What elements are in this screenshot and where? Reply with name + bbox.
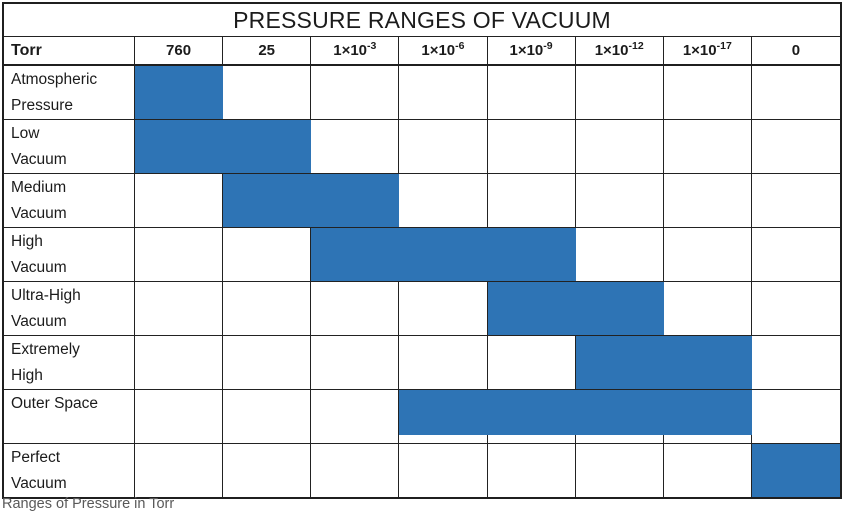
grid-cell xyxy=(135,174,224,227)
grid-cell xyxy=(664,228,752,281)
grid-cell xyxy=(664,174,752,227)
range-bar xyxy=(575,336,752,389)
grid-cell xyxy=(223,336,312,389)
grid-cell xyxy=(311,282,400,335)
grid-cell xyxy=(752,282,840,335)
row-label: High Vacuum xyxy=(4,228,135,281)
exponent: -6 xyxy=(455,39,465,52)
header-cell-25: 25 xyxy=(223,37,312,64)
grid-cell xyxy=(311,66,400,119)
range-bar xyxy=(135,66,224,119)
grid-cell xyxy=(664,66,752,119)
header-cell-1e-9: 1×10 -9 xyxy=(488,37,576,64)
header-cell-0: 0 xyxy=(791,42,801,59)
exponent: -17 xyxy=(716,39,732,52)
grid-cell xyxy=(399,66,488,119)
range-bar xyxy=(487,282,664,335)
grid-cell xyxy=(488,336,576,389)
grid-cell xyxy=(576,174,664,227)
table-body: Atmospheric Pressure Low Vacuum Medium V… xyxy=(4,66,840,497)
range-bar xyxy=(311,228,576,281)
grid-cell xyxy=(664,120,752,173)
grid-cell xyxy=(399,120,488,173)
grid-cell xyxy=(399,336,488,389)
header-cell-1e-3: 1×10 -3 xyxy=(311,37,400,64)
grid-cell xyxy=(752,390,840,443)
table-row-low-vacuum: Low Vacuum xyxy=(4,119,840,173)
row-label: Low Vacuum xyxy=(4,120,135,173)
grid-cell xyxy=(135,444,224,497)
grid-cell xyxy=(488,120,576,173)
grid-cell xyxy=(752,336,840,389)
table-row-ultra-high-vacuum: Ultra-High Vacuum xyxy=(4,281,840,335)
header-cell-1e-17: 1×10 -17 xyxy=(664,37,752,64)
grid-cell xyxy=(223,444,312,497)
header-cell-760: 760 xyxy=(135,37,224,64)
grid-cell xyxy=(223,228,312,281)
table-row-perfect-vacuum: Perfect Vacuum xyxy=(4,443,840,497)
grid-cell xyxy=(576,228,664,281)
row-label: Outer Space xyxy=(4,390,135,443)
grid-cell xyxy=(223,66,312,119)
range-bar xyxy=(399,390,752,435)
row-label: Perfect Vacuum xyxy=(4,444,135,497)
exponent: -12 xyxy=(628,39,644,52)
table-row-outer-space: Outer Space xyxy=(4,389,840,443)
grid-cell xyxy=(576,444,664,497)
range-bar xyxy=(135,120,312,173)
grid-cell xyxy=(752,228,840,281)
grid-cell xyxy=(664,444,752,497)
grid-cell xyxy=(752,120,840,173)
range-bar xyxy=(223,174,400,227)
grid-cell xyxy=(752,174,840,227)
grid-cell xyxy=(399,444,488,497)
table-row-medium-vacuum: Medium Vacuum xyxy=(4,173,840,227)
header-cell-torr: Torr xyxy=(4,37,135,64)
header-cell-1e-12: 1×10 -12 xyxy=(576,37,664,64)
grid-cell xyxy=(135,228,224,281)
row-label: Ultra-High Vacuum xyxy=(4,282,135,335)
vacuum-ranges-table: PRESSURE RANGES OF VACUUM Torr 760 25 1×… xyxy=(2,2,842,499)
exponent: -9 xyxy=(543,39,553,52)
grid-cell xyxy=(399,282,488,335)
grid-cell xyxy=(135,336,224,389)
exponent: -3 xyxy=(367,39,377,52)
grid-cell xyxy=(311,120,400,173)
row-label: Atmospheric Pressure xyxy=(4,66,135,119)
grid-cell xyxy=(311,336,400,389)
grid-cell xyxy=(311,444,400,497)
caption: Ranges of Pressure in Torr xyxy=(2,496,175,512)
chart-title: PRESSURE RANGES OF VACUUM xyxy=(4,4,840,37)
grid-cell xyxy=(135,282,224,335)
grid-cell xyxy=(576,66,664,119)
grid-cell xyxy=(135,390,224,443)
grid-cell xyxy=(223,390,312,443)
table-row-atmospheric-pressure: Atmospheric Pressure xyxy=(4,66,840,119)
grid-cell xyxy=(576,120,664,173)
grid-cell xyxy=(223,282,312,335)
header-cell-1e-6: 1×10 -6 xyxy=(399,37,488,64)
grid-cell xyxy=(311,390,400,443)
grid-cell xyxy=(488,174,576,227)
row-label: Extremely High xyxy=(4,336,135,389)
table-row-high-vacuum: High Vacuum xyxy=(4,227,840,281)
grid-cell xyxy=(488,444,576,497)
grid-cell xyxy=(399,174,488,227)
table-header-row: Torr 760 25 1×10 -3 1×10 -6 1×10 -9 1×10 -12… xyxy=(4,37,840,66)
grid-cell xyxy=(752,66,840,119)
grid-cell xyxy=(488,66,576,119)
table-row-extremely-high: Extremely High xyxy=(4,335,840,389)
range-bar xyxy=(751,444,840,497)
row-label: Medium Vacuum xyxy=(4,174,135,227)
grid-cell xyxy=(664,282,752,335)
